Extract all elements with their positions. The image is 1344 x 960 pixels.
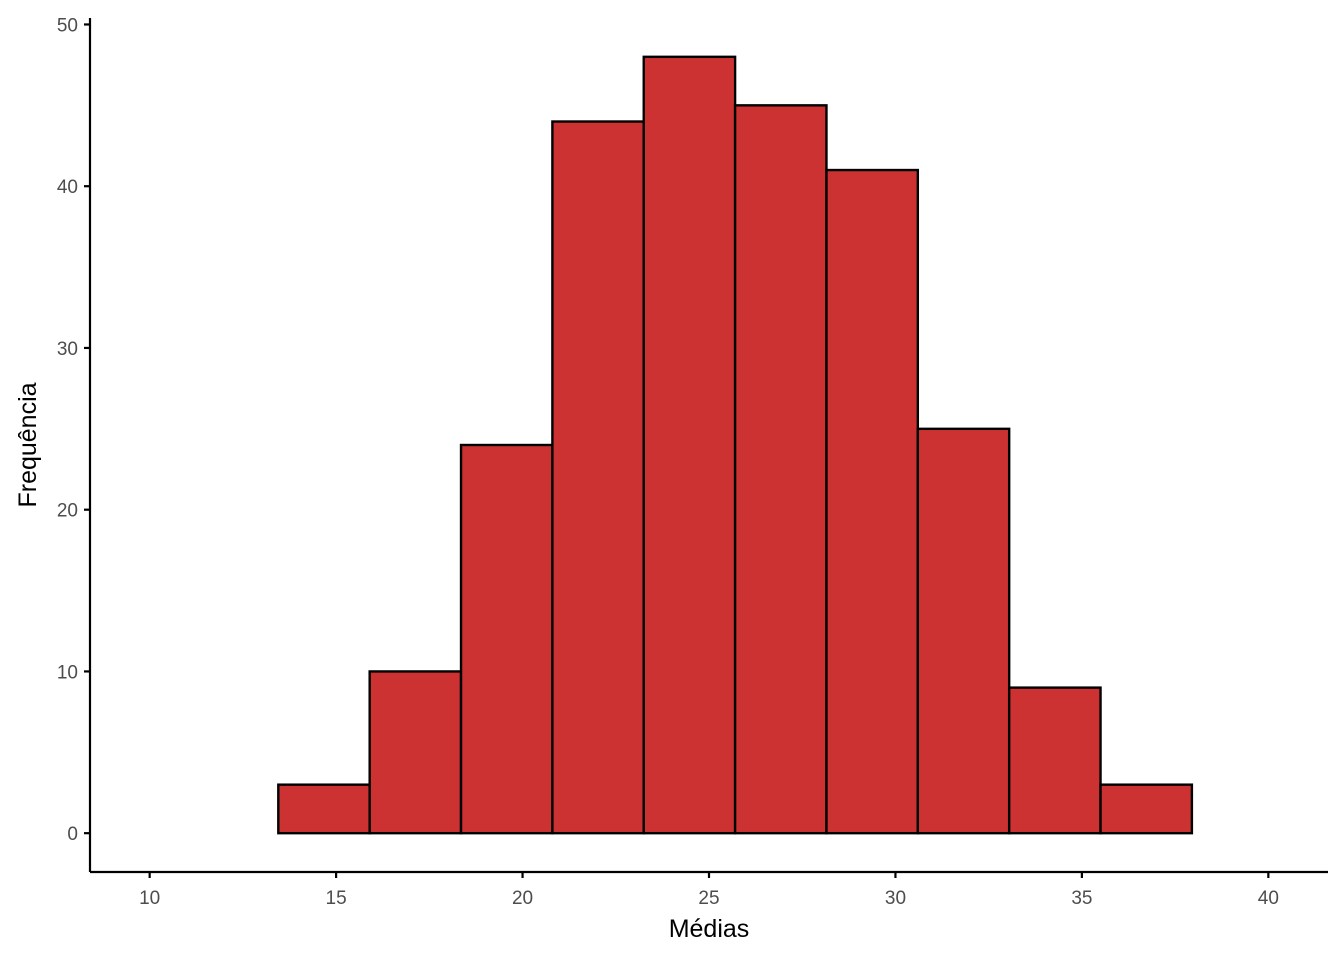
y-axis-ticks: 0 10 20 30 40 50 bbox=[57, 15, 90, 845]
histogram-bar-6 bbox=[733, 104, 828, 835]
x-tick-label: 10 bbox=[139, 888, 160, 909]
histogram-bar-8 bbox=[916, 427, 1011, 835]
x-axis-ticks: 10 15 20 25 30 35 40 bbox=[139, 872, 1279, 909]
histogram-bar-7 bbox=[825, 168, 920, 835]
y-tick-label: 20 bbox=[57, 501, 78, 522]
y-tick-label: 0 bbox=[67, 824, 78, 845]
x-tick-label: 25 bbox=[698, 888, 719, 909]
histogram-bar-5 bbox=[642, 55, 737, 835]
histogram-bar-2 bbox=[368, 670, 463, 835]
histogram-bar-9 bbox=[1007, 686, 1102, 835]
y-tick-label: 10 bbox=[57, 662, 78, 683]
y-axis-title: Frequência bbox=[14, 382, 42, 507]
histogram-bars bbox=[277, 55, 1194, 835]
x-axis-title: Médias bbox=[669, 915, 750, 943]
x-tick-label: 30 bbox=[885, 888, 906, 909]
y-tick-label: 30 bbox=[57, 339, 78, 360]
x-tick-label: 20 bbox=[512, 888, 533, 909]
x-tick-label: 35 bbox=[1071, 888, 1092, 909]
x-tick-label: 15 bbox=[326, 888, 347, 909]
y-tick-label: 50 bbox=[57, 15, 78, 36]
y-tick-label: 40 bbox=[57, 177, 78, 198]
histogram-bar-1 bbox=[277, 783, 371, 835]
histogram-bar-10 bbox=[1099, 783, 1194, 835]
histogram-bar-4 bbox=[551, 120, 645, 835]
histogram-bar-3 bbox=[459, 443, 554, 835]
x-tick-label: 40 bbox=[1258, 888, 1279, 909]
